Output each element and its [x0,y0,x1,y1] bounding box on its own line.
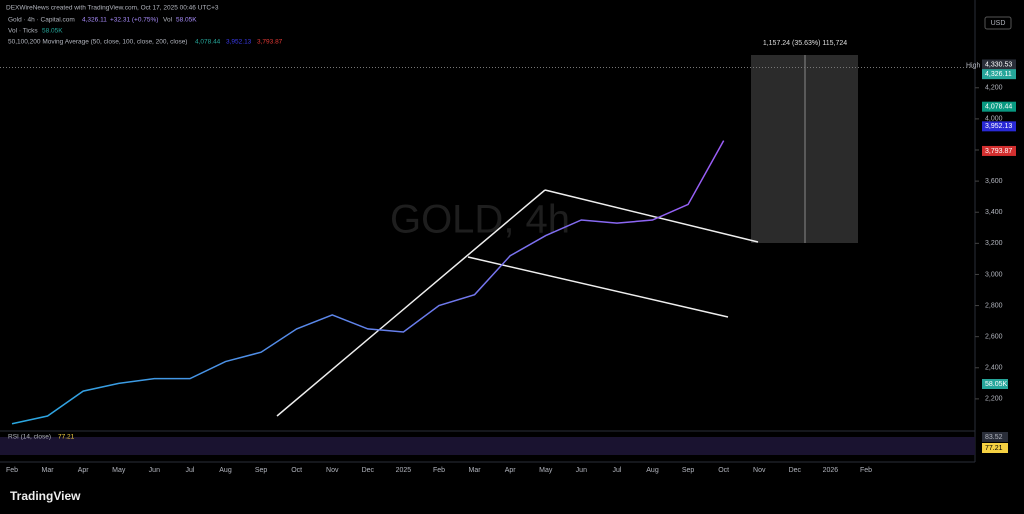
legend-symbol: Gold · 4h · Capital.com [8,17,75,24]
credit: DEXWireNews created with TradingView.com… [6,5,219,12]
currency-box[interactable] [984,16,1012,30]
rsi-band [0,437,975,455]
watermark: GOLD, 4h [390,198,570,242]
y-tick-label: 3,600 [985,178,1003,185]
price-line [11,140,725,425]
legend-price: 4,326.11 [82,17,107,24]
x-tick-label: Jul [185,467,194,474]
trend-line [544,189,759,243]
legend-change: +32.31 (+0.75%) [110,17,158,24]
x-tick-label: Sep [255,467,268,474]
y-tick-label: 2,800 [985,302,1003,309]
legend-vol-title: Vol [163,17,173,24]
x-tick-label: Feb [433,467,445,474]
x-tick-label: Mar [469,467,482,474]
x-tick-label: Dec [789,467,802,474]
x-tick-label: Sep [682,467,695,474]
x-tick-label: Jun [149,467,160,474]
x-tick-label: Apr [78,467,90,474]
rsi-tag [982,443,1008,453]
rsi-title: RSI (14, close) [8,434,51,441]
legend-ma: 50,100,200 Moving Average (50, close, 10… [8,39,187,46]
x-tick-label: Nov [326,467,339,474]
price-tag [982,101,1016,112]
y-tick-label: 3,200 [985,240,1003,247]
y-tick-label: 4,200 [985,85,1003,92]
y-tick-label: 3,400 [985,209,1003,216]
price-tag [982,59,1016,70]
rsi-tag [982,432,1008,442]
price-tag-label: 3,793.87 [985,148,1012,155]
trend-line [467,256,729,318]
price-tag-label: 4,078.44 [985,104,1012,111]
legend-ma-value: 3,952.13 [226,39,252,46]
price-tag [982,69,1016,80]
y-tick-label: 3,000 [985,271,1003,278]
price-tag-label: 3,952.13 [985,123,1012,130]
rsi-side-value: 77.21 [985,445,1003,452]
x-tick-label: Oct [291,467,302,474]
price-tag-label: 4,326.11 [985,71,1012,78]
x-tick-label: Apr [505,467,517,474]
legend-vol-ticks-value: 58.05K [42,28,63,35]
legend-vol-ticks: Vol · Ticks [8,28,38,35]
price-tag-label: 4,330.53 [985,61,1012,68]
x-tick-label: Feb [860,467,872,474]
price-tag [982,145,1016,156]
measure-label: 1,157.24 (35.63%) 115,724 [763,40,847,47]
x-tick-label: Jun [576,467,587,474]
currency[interactable]: USD [991,20,1006,27]
trend-line [276,189,546,417]
y-tick-label: 2,200 [985,396,1003,403]
x-tick-label: Feb [6,467,18,474]
legend-vol: 58.05K [176,17,197,24]
x-tick-label: 2025 [396,467,412,474]
legend-ma-value: 3,793.87 [257,39,283,46]
x-tick-label: Oct [718,467,729,474]
price-tag [982,121,1016,132]
volume-label: 58.05K [985,381,1008,388]
x-tick-label: Nov [753,467,766,474]
y-tick-label: 2,400 [985,365,1003,372]
x-tick-label: 2026 [823,467,839,474]
rsi-upper: 83.52 [985,434,1003,441]
x-tick-label: May [112,467,126,474]
x-tick-label: Jul [612,467,621,474]
y-tick-label: 2,600 [985,334,1003,341]
x-tick-label: May [539,467,553,474]
rsi-value: 77.21 [58,434,75,441]
x-tick-label: Mar [42,467,55,474]
high-label: High [966,62,981,69]
x-tick-label: Aug [219,467,232,474]
legend-ma-value: 4,078.44 [195,39,221,46]
y-tick-label: 4,000 [985,116,1003,123]
x-tick-label: Dec [362,467,375,474]
logo[interactable]: TradingView [10,489,81,503]
volume-tag [982,379,1008,389]
x-tick-label: Aug [646,467,659,474]
